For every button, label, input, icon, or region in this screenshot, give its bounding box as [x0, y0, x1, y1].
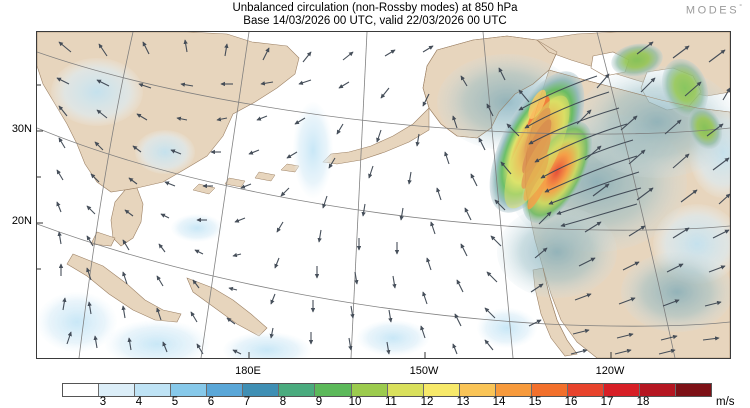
axis-ticks	[37, 84, 612, 358]
colorbar-unit-label: m/s	[716, 396, 735, 408]
colorbar-tick-7: 7	[243, 396, 251, 408]
colorbar-segment	[315, 384, 352, 396]
colorbar-segment	[279, 384, 316, 396]
colorbar-tick-11: 11	[385, 396, 397, 408]
colorbar-segment	[387, 384, 424, 396]
colorbar-tick-10: 10	[348, 396, 362, 408]
y-tick-label-30n: 30N	[11, 123, 32, 135]
colorbar-tick-17: 17	[600, 396, 614, 408]
land-outline-overlay	[422, 35, 730, 355]
colorbar-segment	[135, 384, 172, 396]
colorbar-segment	[207, 384, 244, 396]
modes-logo-mark: °	[739, 4, 742, 11]
colorbar-segment	[63, 384, 100, 396]
colorbar-tick-12: 12	[420, 396, 434, 408]
colorbar-tick-6: 6	[207, 396, 215, 408]
colorbar-segment	[567, 384, 604, 396]
colorbar-tick-15: 15	[528, 396, 542, 408]
colorbar-tick-4: 4	[135, 396, 143, 408]
chart-title-block: Unbalanced circulation (non-Rossby modes…	[0, 2, 750, 28]
modes-logo: MODES°	[686, 4, 742, 17]
colorbar-tick-13: 13	[456, 396, 470, 408]
graticule	[37, 32, 730, 358]
map-canvas	[37, 32, 730, 358]
colorbar-segment	[603, 384, 640, 396]
colorbar-segment	[423, 384, 460, 396]
colorbar-tick-16: 16	[564, 396, 578, 408]
chart-title: Unbalanced circulation (non-Rossby modes…	[232, 2, 518, 14]
colorbar-segment	[171, 384, 208, 396]
wind-vectors	[56, 39, 730, 355]
colorbar-segment	[640, 384, 677, 396]
colorbar-tick-8: 8	[279, 396, 287, 408]
colorbar-segment	[243, 384, 280, 396]
colorbar-segment	[351, 384, 388, 396]
colorbar[interactable]	[62, 383, 712, 397]
colorbar-tick-18: 18	[636, 396, 650, 408]
y-tick-label-20n: 20N	[11, 215, 32, 227]
colorbar-tick-3: 3	[99, 396, 107, 408]
modes-logo-text: MODES	[685, 4, 740, 17]
colorbar-tick-9: 9	[315, 396, 323, 408]
colorbar-segment	[459, 384, 496, 396]
colorbar-segment	[99, 384, 136, 396]
chart-subtitle: Base 14/03/2026 00 UTC, valid 22/03/2026…	[243, 15, 507, 27]
colorbar-segment	[676, 384, 712, 396]
colorbar-segment	[495, 384, 532, 396]
map-plot-area[interactable]	[36, 31, 731, 359]
colorbar-tick-5: 5	[171, 396, 179, 408]
colorbar-segment	[531, 384, 568, 396]
x-tick-label-120w: 120W	[595, 365, 625, 377]
x-tick-label-180e: 180E	[235, 365, 261, 377]
x-tick-label-150w: 150W	[409, 365, 439, 377]
colorbar-tick-14: 14	[492, 396, 506, 408]
